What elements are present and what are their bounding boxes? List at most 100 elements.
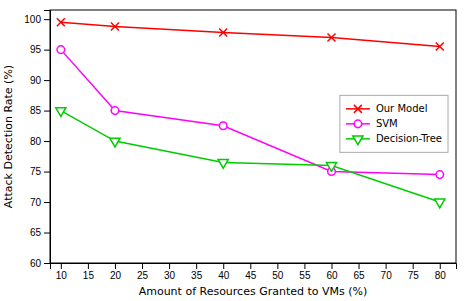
tick: 40: [218, 263, 230, 281]
tick-mark: [115, 263, 116, 269]
tick-label: 75: [30, 166, 42, 177]
tick: 70: [381, 263, 393, 281]
tick-label: 15: [83, 270, 95, 281]
tick-mark: [88, 263, 89, 269]
tick-label: 25: [137, 270, 149, 281]
y-axis: 60 65 70 75 80 85 90 95 100: [24, 11, 50, 269]
tick: 15: [83, 263, 95, 281]
tick-mark: [44, 202, 50, 203]
tick-label: 85: [30, 105, 42, 116]
tick: 60: [326, 263, 338, 281]
tick-label: 100: [24, 14, 41, 25]
legend-item: Our Model: [346, 103, 428, 114]
plot: 10 15 20 25 30 35 40 45 50 55 60 65 70 75 80 60 65 70 75 80…: [2, 10, 457, 298]
tick-mark: [250, 263, 251, 269]
tick: 95: [30, 44, 50, 55]
legend: Our Model SVM Decision-Tree: [340, 95, 448, 152]
tick: 80: [435, 263, 447, 281]
point: [326, 163, 336, 172]
legend-marker: [354, 120, 362, 128]
tick-label: 70: [30, 197, 42, 208]
tick-label: 30: [164, 270, 176, 281]
y-axis-title: Attack Detection Rate (%): [2, 65, 15, 208]
tick-label: 35: [191, 270, 203, 281]
legend-label: Our Model: [376, 103, 428, 114]
tick: 65: [30, 227, 50, 238]
point: [57, 46, 65, 54]
tick-mark: [44, 172, 50, 173]
point: [327, 33, 335, 41]
tick-mark: [142, 263, 143, 269]
tick-label: 95: [30, 44, 42, 55]
tick-mark: [223, 263, 224, 269]
tick-label: 60: [30, 258, 42, 269]
tick-mark: [440, 263, 441, 269]
tick: 30: [164, 263, 176, 281]
tick: 85: [30, 105, 50, 116]
point: [436, 171, 444, 179]
tick-mark: [44, 141, 50, 142]
series-line: [61, 50, 440, 175]
tick-mark: [44, 50, 50, 51]
tick: 65: [353, 263, 365, 281]
point: [111, 107, 119, 115]
tick-mark: [359, 263, 360, 269]
tick-label: 65: [30, 227, 42, 238]
tick-mark: [44, 80, 50, 81]
tick-label: 45: [245, 270, 257, 281]
tick-label: 50: [272, 270, 284, 281]
series-line: [61, 111, 440, 202]
tick-mark: [169, 263, 170, 269]
tick: 80: [30, 136, 50, 147]
tick-mark: [44, 111, 50, 112]
tick: 90: [30, 75, 50, 86]
tick-mark: [196, 263, 197, 269]
tick-mark: [386, 263, 387, 269]
plot-frame: [50, 10, 456, 263]
tick-mark: [44, 233, 50, 234]
data-area: [56, 18, 445, 208]
axis-domain: [44, 11, 51, 264]
tick-label: 90: [30, 75, 42, 86]
legend-box: [340, 95, 448, 152]
tick: 55: [299, 263, 311, 281]
tick: 75: [30, 166, 50, 177]
tick-label: 80: [435, 270, 447, 281]
point: [110, 138, 120, 147]
tick-mark: [61, 263, 62, 269]
tick: 75: [408, 263, 420, 281]
tick: 100: [24, 14, 50, 25]
point: [111, 22, 119, 30]
tick-label: 75: [408, 270, 420, 281]
tick-label: 65: [353, 270, 365, 281]
series-line: [61, 22, 440, 46]
point: [218, 159, 228, 168]
point: [219, 29, 227, 37]
point: [56, 108, 66, 117]
tick: 10: [56, 263, 68, 281]
point: [219, 122, 227, 130]
legend-item: SVM: [346, 118, 398, 129]
tick-mark: [277, 263, 278, 269]
legend-marker: [354, 105, 362, 113]
tick-mark: [331, 263, 332, 269]
legend-label: Decision-Tree: [376, 133, 442, 144]
tick-label: 10: [56, 270, 68, 281]
legend-label: SVM: [376, 118, 398, 129]
tick: 70: [30, 197, 50, 208]
legend-marker: [353, 136, 363, 145]
x-axis-title: Amount of Resources Granted to VMs (%): [139, 285, 368, 298]
point: [57, 18, 65, 26]
legend-item: Decision-Tree: [346, 133, 442, 144]
tick-mark: [44, 263, 50, 264]
tick: 20: [110, 263, 122, 281]
tick-label: 70: [381, 270, 393, 281]
x-axis: 10 15 20 25 30 35 40 45 50 55 60 65 70 75 80: [51, 263, 457, 281]
chart: 10 15 20 25 30 35 40 45 50 55 60 65 70 75 80 60 65 70 75 80…: [0, 0, 468, 301]
tick: 50: [272, 263, 284, 281]
tick-label: 55: [299, 270, 311, 281]
tick: 25: [137, 263, 149, 281]
point: [436, 43, 444, 51]
tick-mark: [44, 19, 50, 20]
tick-mark: [304, 263, 305, 269]
